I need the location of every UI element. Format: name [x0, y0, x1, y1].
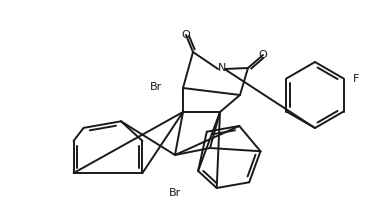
- Text: N: N: [218, 63, 226, 73]
- Text: Br: Br: [169, 188, 181, 198]
- Text: F: F: [352, 73, 359, 84]
- Text: Br: Br: [150, 82, 162, 92]
- Text: O: O: [182, 30, 190, 40]
- Text: O: O: [259, 50, 267, 60]
